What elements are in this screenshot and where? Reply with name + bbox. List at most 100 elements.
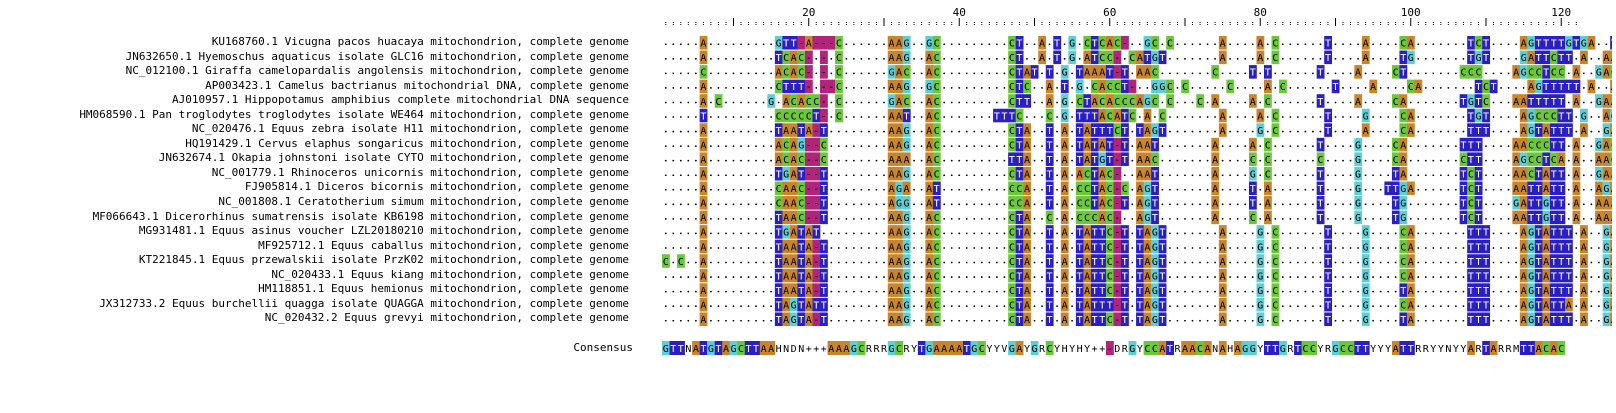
base-letter: G — [1543, 213, 1549, 224]
base-letter: A — [888, 286, 894, 297]
base-letter: A — [1581, 242, 1587, 253]
base-cell — [925, 65, 934, 79]
base-cell — [782, 108, 791, 123]
base-cell — [1128, 79, 1137, 94]
sequence-name[interactable]: NC_001808.1 Ceratotherium simum mitochon… — [218, 195, 629, 209]
match-dot — [710, 232, 712, 235]
match-dot — [1312, 57, 1314, 60]
base-cell — [1151, 268, 1159, 283]
base-letter: G — [1152, 271, 1158, 282]
base-cell — [1256, 312, 1265, 326]
sequence-name[interactable]: JN632650.1 Hyemoschus aquaticus isolate … — [125, 49, 629, 63]
base-cell — [1354, 181, 1363, 196]
base-letter: T — [776, 53, 782, 64]
sequence-name[interactable]: MG931481.1 Equus asinus voucher LZL20180… — [138, 224, 629, 238]
base-letter: G — [1355, 213, 1361, 224]
consensus-cell — [917, 341, 926, 355]
match-dot — [980, 232, 983, 235]
base-letter: G — [1062, 68, 1068, 79]
base-cell — [1406, 297, 1415, 312]
match-dot — [958, 319, 961, 322]
match-dot — [837, 247, 840, 249]
match-dot — [1424, 159, 1427, 162]
sequence-name[interactable]: MF066643.1 Dicerorhinus sumatrensis isol… — [92, 209, 629, 223]
match-dot — [732, 247, 735, 249]
base-letter: A — [1137, 53, 1143, 64]
match-dot — [1184, 319, 1186, 322]
sequence-name[interactable]: MF925712.1 Equus caballus mitochondrion,… — [258, 238, 629, 252]
sequence-name[interactable]: NC_001779.1 Rhinoceros unicornis mitocho… — [211, 165, 629, 179]
base-letter: C — [836, 111, 842, 122]
sequence-name[interactable]: HM068590.1 Pan troglodytes troglodytes i… — [79, 107, 629, 121]
match-dot — [755, 203, 757, 206]
match-dot — [687, 87, 690, 89]
base-cell — [1045, 225, 1054, 239]
base-cell — [1459, 152, 1468, 166]
base-letter: G — [1144, 97, 1150, 108]
base-letter: G — [904, 82, 910, 93]
base-cell — [1136, 152, 1144, 166]
base-cell — [1519, 166, 1528, 181]
match-dot — [868, 57, 870, 60]
base-cell — [1602, 137, 1611, 152]
match-dot — [1319, 116, 1322, 118]
sequence-name[interactable]: JX312733.2 Equus burchellii quagga isola… — [99, 296, 629, 310]
match-dot — [965, 43, 968, 46]
sequence-name[interactable]: HM118851.1 Equus hemionus mitochondrion,… — [258, 282, 629, 296]
base-letter: T — [1558, 199, 1564, 210]
sequence-name[interactable]: NC_012100.1 Giraffa camelopardalis angol… — [125, 64, 629, 78]
consensus-letter: A — [1189, 344, 1195, 355]
sequence-name[interactable]: AP003423.1 Camelus bactrianus mitochondr… — [205, 78, 629, 92]
sequence-name[interactable]: HQ191429.1 Cervus elaphus songaricus mit… — [185, 136, 629, 150]
base-letter: T — [821, 126, 827, 137]
sequence-name[interactable]: NC_020432.2 Equus grevyi mitochondrion, … — [264, 311, 629, 325]
base-letter: A — [783, 97, 789, 108]
match-dot — [995, 203, 998, 206]
match-dot — [1454, 72, 1457, 75]
match-dot — [1244, 72, 1247, 75]
match-dot — [1056, 101, 1058, 104]
match-dot — [672, 305, 675, 308]
base-letter: G — [1355, 199, 1361, 210]
base-letter: C — [798, 53, 804, 64]
sequence-name[interactable]: KU168760.1 Vicugna pacos huacaya mitocho… — [211, 35, 629, 48]
base-cell — [1572, 152, 1581, 166]
match-dot — [725, 290, 727, 293]
match-dot — [664, 57, 667, 60]
base-letter: G — [1250, 170, 1256, 181]
consensus-letter: C — [1543, 344, 1549, 355]
sequence-name[interactable]: JN632674.1 Okapia johnstoni isolate CYTO… — [158, 151, 629, 165]
sequence-name[interactable]: NC_020433.1 Equus kiang mitochondrion, c… — [271, 267, 629, 281]
match-dot — [1281, 290, 1284, 293]
sequence-name[interactable]: KT221845.1 Equus przewalskii isolate Prz… — [138, 253, 629, 267]
base-letter: C — [700, 68, 706, 79]
base-letter: A — [1062, 271, 1068, 282]
sequence-name[interactable]: NC_020476.1 Equus zebra isolate H11 mito… — [191, 122, 629, 136]
consensus-cell — [1218, 341, 1227, 355]
consensus-letter: A — [1205, 344, 1211, 355]
base-cell — [1015, 196, 1024, 210]
base-cell — [1008, 94, 1016, 108]
match-dot — [1206, 188, 1209, 191]
base-cell — [804, 225, 813, 239]
base-letter: T — [1159, 53, 1165, 64]
base-cell — [1121, 239, 1129, 254]
match-dot — [1161, 145, 1164, 148]
match-dot — [732, 276, 735, 278]
match-dot — [687, 159, 690, 162]
sequence-name[interactable]: AJ010957.1 Hippopotamus amphibius comple… — [172, 93, 629, 107]
match-dot — [1229, 145, 1232, 148]
match-dot — [1349, 247, 1352, 249]
match-dot — [1507, 130, 1510, 133]
match-dot — [740, 116, 742, 118]
base-letter: C — [1107, 315, 1113, 326]
base-letter: A — [1521, 315, 1527, 326]
match-dot — [1417, 43, 1420, 46]
match-dot — [1221, 87, 1224, 89]
base-letter: T — [1551, 213, 1557, 224]
consensus-letter: T — [1355, 344, 1361, 355]
sequence-name[interactable]: FJ905814.1 Diceros bicornis mitochondrio… — [244, 180, 629, 194]
base-letter: T — [1543, 68, 1549, 79]
match-dot — [1500, 276, 1502, 278]
